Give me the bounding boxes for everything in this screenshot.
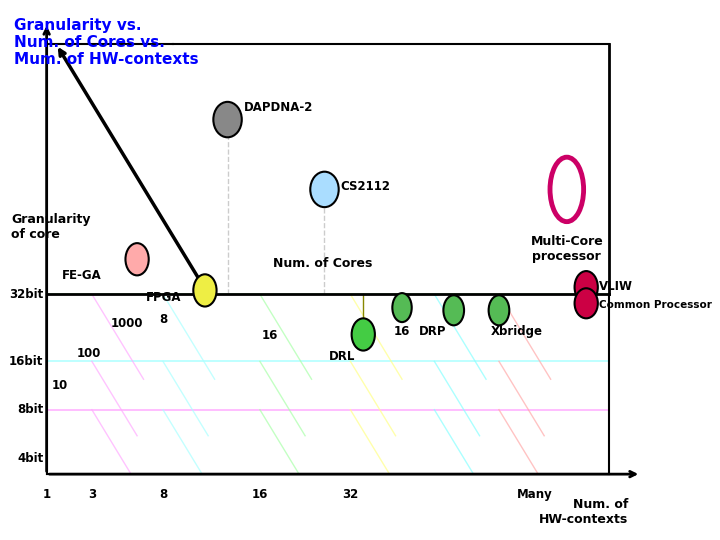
Text: 1: 1 xyxy=(42,488,50,501)
Ellipse shape xyxy=(489,295,509,325)
Text: Many: Many xyxy=(517,488,552,501)
Text: DRL: DRL xyxy=(329,349,356,362)
Text: Num. of
HW-contexts: Num. of HW-contexts xyxy=(539,498,629,526)
Text: 1000: 1000 xyxy=(111,317,144,330)
Text: 8bit: 8bit xyxy=(17,403,43,416)
Text: CS2112: CS2112 xyxy=(341,180,391,193)
Text: Granularity
of core: Granularity of core xyxy=(11,213,91,241)
Text: 16bit: 16bit xyxy=(9,355,43,368)
Text: 100: 100 xyxy=(76,347,101,360)
Ellipse shape xyxy=(310,172,338,207)
Text: FE-GA: FE-GA xyxy=(62,269,102,282)
Ellipse shape xyxy=(575,271,598,303)
Text: 8: 8 xyxy=(159,313,167,326)
Text: Granularity vs.
Num. of Cores vs.
Mum. of HW-contexts: Granularity vs. Num. of Cores vs. Mum. o… xyxy=(14,17,199,68)
Text: 32: 32 xyxy=(342,488,359,501)
Ellipse shape xyxy=(213,102,242,137)
Text: 3: 3 xyxy=(88,488,96,501)
Text: 32bit: 32bit xyxy=(9,288,43,301)
Text: Num. of Cores: Num. of Cores xyxy=(273,257,372,270)
Text: Multi-Core
processor: Multi-Core processor xyxy=(531,235,603,263)
Ellipse shape xyxy=(193,274,217,307)
Text: FPGA: FPGA xyxy=(145,292,181,305)
Ellipse shape xyxy=(125,243,149,275)
Text: 4bit: 4bit xyxy=(17,451,43,464)
Text: 16: 16 xyxy=(252,488,268,501)
Ellipse shape xyxy=(351,319,375,350)
Ellipse shape xyxy=(444,295,464,325)
Text: Common Processor: Common Processor xyxy=(599,300,712,310)
Text: 16: 16 xyxy=(394,325,410,338)
Text: Xbridge: Xbridge xyxy=(491,325,543,338)
Text: 10: 10 xyxy=(51,379,68,392)
Ellipse shape xyxy=(575,288,598,319)
Text: 8: 8 xyxy=(159,488,167,501)
Ellipse shape xyxy=(392,293,412,322)
Text: VLIW: VLIW xyxy=(599,280,633,293)
Text: 16: 16 xyxy=(261,329,278,342)
Text: DAPDNA-2: DAPDNA-2 xyxy=(243,101,313,114)
Text: DRP: DRP xyxy=(418,325,446,338)
